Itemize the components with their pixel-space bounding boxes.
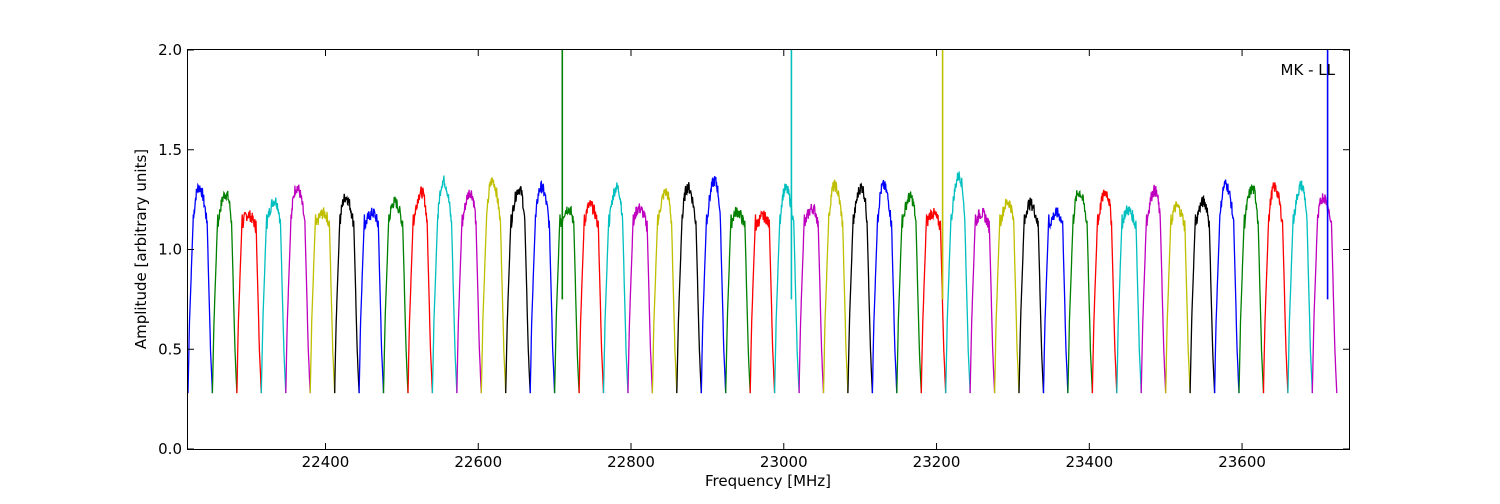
x-tick-label: 22400	[302, 453, 350, 471]
series-line-subband-38	[1091, 189, 1118, 394]
series-line-subband-45	[1262, 182, 1289, 394]
series-line-subband-46	[1287, 180, 1313, 394]
series-line-subband-22	[700, 176, 727, 394]
series-line-subband-26	[798, 203, 825, 394]
series-line-subband-24	[749, 210, 776, 394]
series-line-subband-12	[456, 189, 482, 394]
series-line-subband-13	[480, 177, 507, 394]
series-line-subband-2	[211, 190, 238, 394]
series-line-subband-41	[1165, 200, 1191, 394]
y-tick-label: 1.5	[158, 141, 182, 159]
y-tick-label: 0.0	[158, 440, 182, 458]
x-tick-label: 22600	[454, 453, 502, 471]
series-line-subband-35	[1018, 197, 1045, 394]
series-line-subband-16	[553, 205, 580, 394]
series-line-subband-9	[382, 196, 409, 394]
series-line-subband-36	[1042, 207, 1069, 394]
series-line-subband-15	[529, 180, 556, 394]
series-line-subband-44	[1238, 184, 1265, 394]
x-tick-label: 23200	[913, 453, 961, 471]
series-line-subband-7	[334, 193, 360, 394]
series-line-subband-20	[651, 188, 678, 394]
series-line-subband-11	[431, 175, 458, 394]
y-tick-label: 0.5	[158, 340, 182, 358]
y-tick-label: 1.0	[158, 241, 182, 259]
series-line-subband-4	[260, 197, 287, 394]
x-tick-label: 22800	[607, 453, 655, 471]
series-line-subband-14	[505, 185, 531, 394]
series-line-subband-21	[676, 182, 702, 394]
series-line-subband-39	[1116, 205, 1142, 394]
series-line-subband-27	[822, 179, 849, 394]
series-line-subband-17	[578, 200, 605, 394]
series-line-subband-37	[1067, 190, 1094, 394]
series-line-subband-34	[993, 198, 1020, 394]
series-line-subband-47	[1311, 193, 1338, 394]
series-line-subband-29	[871, 179, 898, 394]
series-line-subband-6	[309, 207, 336, 394]
series-line-subband-33	[969, 207, 996, 394]
series-line-subband-42	[1189, 194, 1216, 394]
panel-annotation: MK - LL	[1281, 61, 1336, 79]
series-line-subband-23	[725, 206, 751, 394]
series-lines	[187, 50, 1338, 394]
series-line-subband-40	[1140, 184, 1167, 394]
series-line-subband-5	[285, 184, 311, 394]
x-tick-label: 23600	[1218, 453, 1266, 471]
series-line-subband-32	[945, 171, 971, 394]
y-axis-label: Amplitude [arbitrary units]	[132, 149, 150, 349]
series-line-subband-10	[407, 186, 434, 394]
x-tick-label: 23000	[760, 453, 808, 471]
series-line-subband-30	[896, 191, 922, 394]
series-line-subband-25	[773, 183, 800, 394]
series-line-subband-8	[358, 207, 385, 394]
series-line-subband-31	[920, 207, 947, 394]
x-axis-label: Frequency [MHz]	[705, 472, 831, 490]
plot-frame	[187, 49, 1350, 450]
axis-ticks: 22400 22600 22800 23000 23200 23400 23600 0.0 0.…	[158, 41, 1349, 471]
series-line-subband-28	[847, 182, 874, 394]
series-line-subband-3	[236, 210, 262, 394]
y-tick-label: 2.0	[158, 41, 182, 59]
series-line-subband-1	[187, 182, 214, 394]
series-line-subband-43	[1213, 179, 1240, 394]
x-tick-label: 23400	[1065, 453, 1113, 471]
series-line-subband-18	[602, 182, 629, 394]
series-line-subband-19	[627, 203, 654, 394]
